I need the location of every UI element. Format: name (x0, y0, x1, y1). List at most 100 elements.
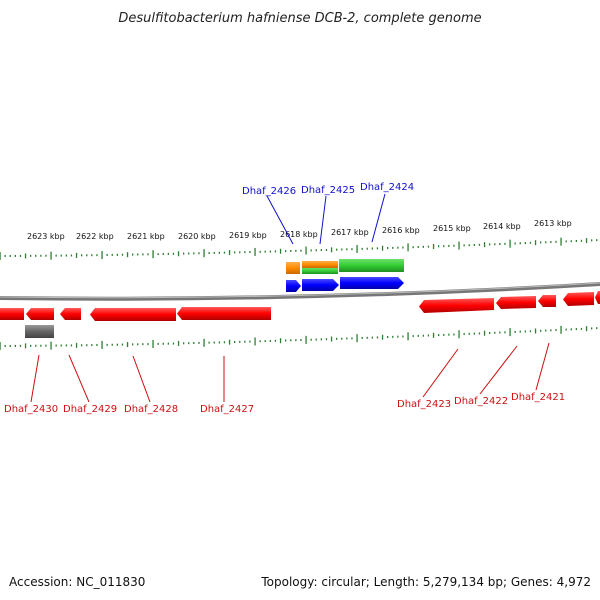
top-tick-minor (565, 240, 567, 243)
gene-dhaf-2424-bar[interactable] (339, 259, 404, 272)
top-tick-minor (244, 251, 246, 254)
bottom-tick-major (101, 340, 103, 349)
top-tick-minor (4, 254, 6, 257)
gene-arrow-dhaf-2423[interactable] (419, 298, 494, 313)
top-tick-minor (310, 249, 312, 252)
top-tick-minor (86, 254, 88, 257)
top-tick-major (254, 247, 256, 256)
bottom-tick-minor (4, 344, 6, 347)
bottom-tick-minor (81, 344, 83, 347)
bottom-tick-minor (96, 344, 98, 347)
top-tick-minor (295, 249, 297, 252)
bottom-tick-minor (529, 330, 532, 333)
label-dhaf-2423[interactable]: Dhaf_2423 (397, 399, 451, 410)
bottom-tick-minor (519, 330, 521, 333)
bottom-tick-minor (9, 344, 11, 347)
top-tick-minor (35, 254, 37, 257)
top-tick-minor (504, 242, 506, 245)
gene-arrow-blue-2[interactable] (302, 279, 339, 291)
leader-dhaf-2422 (479, 345, 518, 395)
label-dhaf-2427[interactable]: Dhaf_2427 (200, 404, 254, 415)
top-tick-major (101, 251, 103, 260)
top-tick-minor (75, 252, 78, 258)
bottom-tick-major (0, 342, 1, 350)
top-tick-minor (427, 245, 430, 248)
bottom-tick-minor (198, 341, 200, 344)
ruler-label-2621: 2621 kbp (127, 232, 165, 241)
top-tick-major (407, 243, 409, 252)
label-dhaf-2422[interactable]: Dhaf_2422 (454, 396, 508, 407)
gene-arrow-red-right-1[interactable] (563, 292, 594, 306)
gene-arrow-dhaf-2422[interactable] (496, 296, 536, 309)
top-tick-minor (402, 246, 404, 249)
bottom-tick-minor (341, 337, 343, 340)
label-dhaf-2426[interactable]: Dhaf_2426 (242, 186, 296, 197)
gene-arrow-dhaf-2421[interactable] (538, 295, 556, 307)
bottom-tick-minor (483, 330, 486, 336)
top-tick-minor (147, 253, 149, 256)
bottom-tick-minor (264, 340, 266, 343)
top-tick-minor (336, 248, 338, 251)
genome-summary-text: Topology: circular; Length: 5,279,134 bp… (260, 575, 591, 589)
bottom-tick-minor (463, 333, 465, 336)
top-tick-minor (249, 251, 251, 254)
gene-arrow-dhaf-2430[interactable] (26, 308, 54, 320)
gene-dhaf-2425-green-bar[interactable] (302, 268, 338, 274)
bottom-tick-minor (24, 343, 27, 349)
top-tick-minor (213, 251, 215, 254)
gene-arrow-blue-1[interactable] (286, 280, 301, 292)
ruler-label-2614: 2614 kbp (483, 222, 521, 231)
accession-text: Accession: NC_011830 (9, 575, 145, 589)
top-tick-minor (448, 244, 450, 247)
gene-arrow-dhaf-2427[interactable] (177, 307, 271, 320)
top-tick-minor (545, 241, 547, 244)
bottom-tick-minor (19, 344, 22, 347)
top-tick-minor (570, 240, 572, 243)
bottom-tick-minor (545, 329, 547, 332)
top-tick-minor (70, 254, 73, 257)
label-dhaf-2430[interactable]: Dhaf_2430 (4, 404, 58, 415)
top-tick-major (0, 252, 1, 260)
bottom-tick-minor (285, 339, 287, 342)
leader-dhaf-2423 (422, 348, 459, 398)
bottom-tick-minor (188, 342, 190, 345)
page-title: Desulfitobacterium hafniense DCB-2, comp… (118, 11, 481, 26)
label-dhaf-2424[interactable]: Dhaf_2424 (360, 182, 414, 193)
bottom-tick-minor (55, 344, 57, 347)
gene-dhaf-2426-bar[interactable] (286, 262, 300, 274)
top-tick-minor (463, 244, 465, 247)
label-dhaf-2421[interactable]: Dhaf_2421 (511, 392, 565, 403)
bottom-tick-minor (565, 328, 567, 331)
genome-backbone-highlight (0, 282, 600, 299)
gene-arrow-blue-3[interactable] (340, 277, 404, 289)
label-dhaf-2425[interactable]: Dhaf_2425 (301, 185, 355, 196)
gene-arrow-red-right-2[interactable] (595, 291, 600, 304)
top-tick-minor (489, 243, 491, 246)
gene-arrow-red-edge[interactable] (0, 308, 24, 320)
top-tick-minor (315, 249, 317, 252)
bottom-tick-minor (585, 326, 588, 332)
top-tick-minor (524, 242, 526, 245)
top-tick-minor (371, 247, 373, 250)
label-dhaf-2428[interactable]: Dhaf_2428 (124, 404, 178, 415)
bottom-tick-minor (351, 337, 353, 340)
bottom-tick-minor (172, 342, 175, 345)
bottom-tick-minor (346, 337, 348, 340)
bottom-tick-minor (381, 334, 384, 340)
gray-feature-bar[interactable] (25, 325, 54, 338)
top-tick-minor (422, 245, 424, 248)
bottom-tick-minor (137, 343, 139, 346)
label-dhaf-2429[interactable]: Dhaf_2429 (63, 404, 117, 415)
gene-arrow-dhaf-2429[interactable] (60, 308, 81, 320)
gene-arrow-dhaf-2428[interactable] (90, 308, 176, 321)
bottom-tick-minor (213, 341, 215, 344)
gene-dhaf-2425-orange-bar[interactable] (302, 261, 338, 268)
bottom-tick-minor (91, 344, 93, 347)
bottom-tick-minor (524, 330, 526, 333)
bottom-tick-minor (45, 344, 47, 347)
bottom-tick-minor (397, 335, 399, 338)
top-tick-minor (142, 253, 144, 256)
bottom-tick-major (560, 325, 562, 334)
bottom-tick-minor (300, 339, 302, 342)
top-tick-minor (9, 254, 11, 257)
